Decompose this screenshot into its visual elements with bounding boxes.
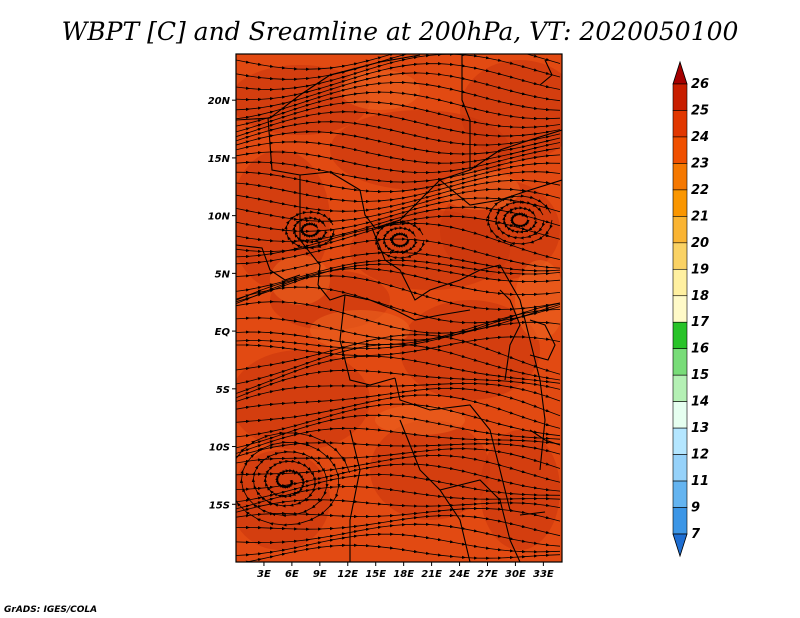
colorbar-swatch xyxy=(672,348,688,376)
credit-text: GrADS: IGES/COLA xyxy=(4,605,97,615)
longitude-axis: 3E 6E 9E 12E 15E 18E 21E 24E 27E 30E 33E xyxy=(257,562,554,580)
lat-tick-label: 5S xyxy=(216,385,230,396)
lon-tick-label: 15E xyxy=(365,569,386,580)
colorbar-swatch xyxy=(672,321,688,350)
lon-tick-label: 33E xyxy=(533,569,554,580)
colorbar-label: 26 xyxy=(691,77,709,92)
streamline xyxy=(236,368,561,399)
lon-tick-label: 27E xyxy=(477,569,498,580)
colorbar-label: 25 xyxy=(691,103,709,118)
colorbar-swatch xyxy=(672,83,688,111)
colorbar-swatch xyxy=(672,163,688,191)
colorbar-label: 14 xyxy=(691,395,709,410)
colorbar-label: 19 xyxy=(691,262,709,277)
colorbar-label: 24 xyxy=(691,130,709,145)
colorbar-swatch xyxy=(672,427,688,455)
latitude-axis: 20N 15N 10N 5N EQ 5S 10S 15S xyxy=(208,96,236,511)
colorbar: 26 25 24 23 22 21 20 19 18 17 16 15 14 13 12 11 9 7 xyxy=(672,60,710,558)
colorbar-max-arrow xyxy=(672,60,688,85)
lon-tick-label: 24E xyxy=(449,569,470,580)
colorbar-label: 13 xyxy=(691,421,709,436)
wbpt-shade-region xyxy=(515,260,562,340)
colorbar-label: 20 xyxy=(691,236,709,251)
colorbar-label: 12 xyxy=(691,448,709,463)
colorbar-swatch xyxy=(672,216,688,244)
colorbar-swatch xyxy=(672,268,688,297)
streamline xyxy=(374,220,426,260)
streamlines xyxy=(236,54,561,562)
lon-tick-label: 21E xyxy=(421,569,442,580)
streamline xyxy=(284,210,336,250)
colorbar-label: 17 xyxy=(691,315,710,330)
colorbar-label: 23 xyxy=(691,156,709,171)
lon-tick-label: 30E xyxy=(505,569,526,580)
country-borders xyxy=(236,54,562,562)
lat-tick-label: 10N xyxy=(208,212,231,223)
colorbar-label: 11 xyxy=(691,474,709,489)
colorbar-swatch xyxy=(672,401,688,429)
colorbar-label: 7 xyxy=(691,527,701,542)
map-title: WBPT [C] and Sreamline at 200hPa, VT: 20… xyxy=(62,17,739,46)
lon-tick-label: 18E xyxy=(393,569,414,580)
colorbar-label: 21 xyxy=(691,209,709,224)
lon-tick-label: 6E xyxy=(285,569,299,580)
colorbar-label: 18 xyxy=(691,289,709,304)
colorbar-swatch xyxy=(672,480,688,508)
colorbar-label: 16 xyxy=(691,342,709,357)
colorbar-label: 15 xyxy=(691,368,709,383)
colorbar-swatch xyxy=(672,374,688,402)
colorbar-swatch xyxy=(672,110,688,138)
map-frame xyxy=(235,53,563,563)
map-panel xyxy=(236,54,562,562)
lat-tick-label: 20N xyxy=(208,96,231,107)
colorbar-swatch xyxy=(672,242,688,270)
colorbar-label: 22 xyxy=(691,183,709,198)
lat-tick-label: 15N xyxy=(208,154,231,165)
streamline xyxy=(236,431,351,527)
streamline xyxy=(486,194,553,246)
lat-tick-label: 10S xyxy=(209,443,230,454)
lon-tick-label: 12E xyxy=(337,569,358,580)
colorbar-swatch xyxy=(672,454,688,482)
lat-tick-label: 15S xyxy=(209,500,230,511)
colorbar-swatch xyxy=(672,189,688,217)
lat-tick-label: 5N xyxy=(215,269,231,280)
colorbar-swatch xyxy=(672,295,688,323)
colorbar-min-arrow xyxy=(672,533,688,558)
lat-tick-label: EQ xyxy=(215,327,231,338)
lon-tick-label: 3E xyxy=(257,569,271,580)
lon-tick-label: 9E xyxy=(313,569,327,580)
colorbar-swatch xyxy=(672,507,688,535)
colorbar-label: 9 xyxy=(691,501,700,516)
streamline xyxy=(244,543,561,562)
colorbar-swatch xyxy=(672,136,688,164)
